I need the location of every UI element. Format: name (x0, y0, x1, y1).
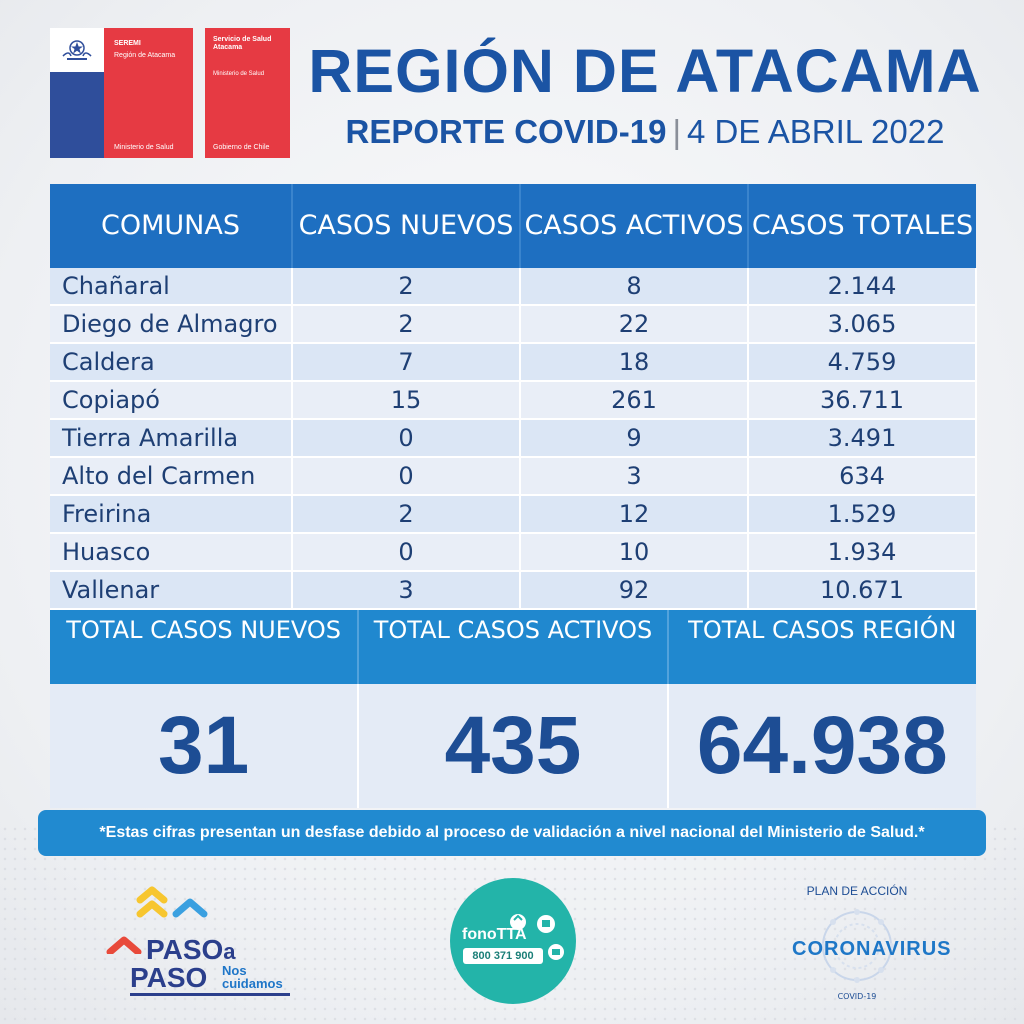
nuevos-cell: 0 (292, 419, 521, 458)
fonotta-number: 800 371 900 (463, 948, 543, 964)
nuevos-cell: 0 (292, 533, 521, 572)
servicio-logo-footer: Gobierno de Chile (213, 144, 270, 151)
paso-line1: PASOa (146, 934, 236, 966)
nuevos-cell: 2 (292, 268, 521, 306)
activos-cell: 12 (520, 495, 749, 534)
paso-cuidamos: cuidamos (222, 976, 283, 991)
total-activos-label: TOTAL CASOS ACTIVOS (359, 610, 669, 684)
paso-nos-cuidamos: Nos cuidamos (222, 964, 283, 990)
comuna-cell: Tierra Amarilla (50, 419, 293, 458)
comuna-cell: Copiapó (50, 381, 293, 420)
activos-cell: 22 (520, 305, 749, 344)
report-subtitle: REPORTE COVID-19 | 4 DE ABRIL 2022 (300, 110, 990, 154)
activos-cell: 10 (520, 533, 749, 572)
totals-header: TOTAL CASOS NUEVOS TOTAL CASOS ACTIVOS T… (50, 610, 976, 684)
fonotta-name: fonoTTA (462, 926, 527, 943)
nuevos-cell: 7 (292, 343, 521, 382)
paso-word-2: PASO (130, 962, 208, 993)
totales-cell: 2.144 (748, 268, 977, 306)
comuna-cell: Chañaral (50, 268, 293, 306)
column-header-casos-activos: CASOS ACTIVOS (520, 184, 749, 268)
totals-values: 31 435 64.938 (50, 684, 976, 808)
comuna-cell: Caldera (50, 343, 293, 382)
column-header-casos-nuevos: CASOS NUEVOS (292, 184, 521, 268)
title-separator: | (672, 113, 682, 150)
activos-cell: 9 (520, 419, 749, 458)
column-header-casos-totales: CASOS TOTALES (748, 184, 976, 268)
comuna-cell: Alto del Carmen (50, 457, 293, 496)
virus-icon (820, 909, 894, 983)
paso-a: a (223, 939, 236, 964)
activos-cell: 18 (520, 343, 749, 382)
activos-cell: 3 (520, 457, 749, 496)
table-header-row: COMUNAS CASOS NUEVOS CASOS ACTIVOS CASOS… (50, 184, 976, 268)
comuna-cell: Vallenar (50, 571, 293, 610)
total-region-value: 64.938 (696, 700, 948, 791)
plan-de-accion-text: PLAN DE ACCIÓN (806, 884, 908, 898)
nuevos-cell: 2 (292, 495, 521, 534)
nuevos-cell: 2 (292, 305, 521, 344)
total-nuevos-label: TOTAL CASOS NUEVOS (50, 610, 360, 684)
table-row: Chañaral 2 8 2.144 (50, 268, 977, 306)
servicio-logo-subtitle: Ministerio de Salud (213, 71, 265, 77)
coat-of-arms-icon (62, 40, 92, 60)
totales-cell: 36.711 (748, 381, 977, 420)
paso-word-1: PASO (146, 934, 224, 965)
page-title: REGIÓN DE ATACAMA (308, 37, 982, 105)
plan-coronavirus-logo: PLAN DE ACCIÓN CORONAVIRUS COVID-19 (792, 880, 952, 1008)
table-row: Tierra Amarilla 0 9 3.491 (50, 419, 977, 458)
totales-cell: 634 (748, 457, 977, 496)
column-header-comunas: COMUNAS (50, 184, 293, 268)
paso-nos: Nos (222, 963, 247, 978)
seremi-logo: SEREMI Región de Atacama Ministerio de S… (50, 28, 193, 158)
total-activos-value: 435 (359, 684, 669, 808)
table-row: Vallenar 3 92 10.671 (50, 571, 977, 610)
servicio-salud-logo: Servicio de Salud Atacama Ministerio de … (205, 28, 290, 158)
paso-underline (130, 993, 290, 996)
table-row: Diego de Almagro 2 22 3.065 (50, 305, 977, 344)
seremi-logo-subtitle: Región de Atacama (114, 52, 176, 59)
total-nuevos-value: 31 (50, 684, 360, 808)
table-row: Freirina 2 12 1.529 (50, 495, 977, 534)
totals-panel: TOTAL CASOS NUEVOS TOTAL CASOS ACTIVOS T… (50, 610, 976, 808)
comuna-cell: Diego de Almagro (50, 305, 293, 344)
covid-19-text: COVID-19 (837, 992, 877, 1001)
totales-cell: 3.491 (748, 419, 977, 458)
totales-cell: 1.934 (748, 533, 977, 572)
nuevos-cell: 15 (292, 381, 521, 420)
cases-table: COMUNAS CASOS NUEVOS CASOS ACTIVOS CASOS… (50, 184, 977, 610)
table-row: Caldera 7 18 4.759 (50, 343, 977, 382)
activos-cell: 261 (520, 381, 749, 420)
disclaimer-banner: *Estas cifras presentan un desfase debid… (38, 810, 986, 856)
totales-cell: 3.065 (748, 305, 977, 344)
nuevos-cell: 0 (292, 457, 521, 496)
nuevos-cell: 3 (292, 571, 521, 610)
total-region-label: TOTAL CASOS REGIÓN (688, 616, 957, 644)
table-row: Alto del Carmen 0 3 634 (50, 457, 977, 496)
seremi-logo-title: SEREMI (114, 40, 141, 47)
totales-cell: 4.759 (748, 343, 977, 382)
phone-icons (510, 914, 564, 960)
servicio-logo-title: Servicio de Salud Atacama (213, 36, 272, 51)
paso-chevrons-icon (106, 886, 208, 954)
seremi-logo-red-band (104, 28, 193, 158)
totales-cell: 1.529 (748, 495, 977, 534)
report-label: REPORTE COVID-19 (345, 113, 667, 150)
table-row: Copiapó 15 261 36.711 (50, 381, 977, 420)
seremi-logo-footer: Ministerio de Salud (114, 144, 174, 151)
totales-cell: 10.671 (748, 571, 977, 610)
activos-cell: 92 (520, 571, 749, 610)
activos-cell: 8 (520, 268, 749, 306)
coronavirus-text: CORONAVIRUS (792, 938, 952, 960)
fonotta-logo: fonoTTA 800 371 900 (450, 878, 576, 1004)
report-date: 4 DE ABRIL 2022 (687, 113, 945, 150)
comuna-cell: Huasco (50, 533, 293, 572)
paso-a-paso-logo: PASOa PASO Nos cuidamos (104, 884, 304, 1004)
table-row: Huasco 0 10 1.934 (50, 533, 977, 572)
comuna-cell: Freirina (50, 495, 293, 534)
